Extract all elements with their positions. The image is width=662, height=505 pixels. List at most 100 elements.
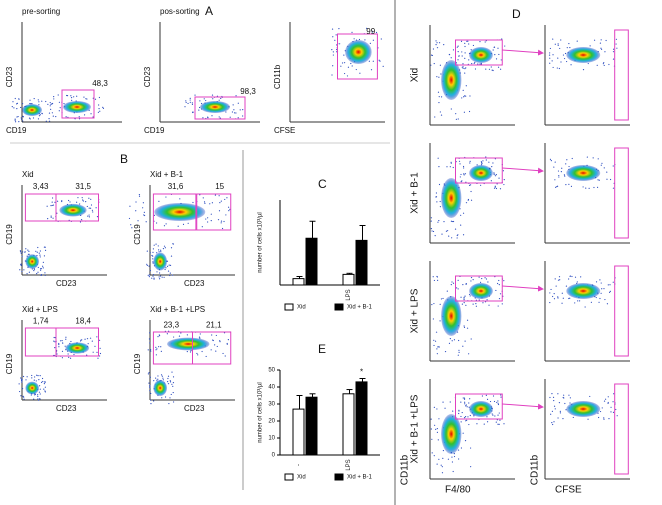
gate-value: 99 [366, 27, 375, 36]
event-dot [205, 99, 207, 102]
event-dot [334, 39, 336, 41]
event-dot [37, 246, 39, 249]
event-dot [463, 173, 465, 175]
event-dot [50, 215, 52, 217]
event-dot [86, 98, 88, 100]
y-axis-label: CD23 [5, 66, 14, 87]
event-dot [83, 96, 85, 98]
event-dot [612, 58, 615, 60]
event-dot [481, 163, 483, 165]
event-dot [465, 85, 467, 87]
event-dot [587, 418, 589, 420]
event-dot [606, 303, 609, 305]
event-dot [463, 96, 465, 98]
event-dot [18, 98, 20, 100]
event-dot [612, 51, 615, 53]
event-dot [433, 406, 435, 408]
event-dot [499, 419, 501, 421]
event-dot [462, 67, 464, 69]
x-axis-label: CFSE [274, 126, 295, 135]
event-dot [438, 166, 440, 168]
event-dot [82, 200, 85, 202]
y-axis-label: CD19 [133, 353, 142, 374]
event-dot [574, 302, 576, 304]
event-dot [34, 393, 36, 395]
event-dot [498, 412, 500, 414]
bar [305, 396, 318, 456]
event-dot [150, 392, 152, 395]
event-dot [597, 158, 599, 160]
event-dot [549, 47, 552, 50]
event-dot [31, 377, 33, 379]
event-dot [85, 201, 87, 203]
event-dot [56, 200, 59, 202]
event-dot [158, 249, 160, 251]
event-dot [484, 277, 486, 279]
event-dot [568, 165, 570, 168]
event-dot [442, 297, 444, 300]
density [566, 283, 601, 299]
gate [337, 33, 378, 80]
event-dot [16, 116, 18, 118]
event-dot [598, 301, 600, 303]
event-dot [571, 275, 573, 278]
event-dot [67, 199, 70, 202]
event-dot [457, 51, 459, 53]
event-dot [496, 401, 498, 404]
event-dot [464, 440, 467, 442]
event-dot [172, 401, 175, 403]
event-dot [446, 166, 448, 168]
event-dot [89, 337, 92, 339]
event-dot [201, 350, 203, 353]
event-dot [436, 463, 438, 465]
event-dot [331, 49, 333, 51]
event-dot [156, 222, 158, 224]
event-dot [469, 184, 472, 186]
event-dot [84, 338, 86, 340]
event-dot [150, 349, 152, 351]
density [22, 104, 42, 116]
event-dot [161, 375, 163, 377]
plot-title: Xid + B-1 [150, 170, 184, 179]
row-label: Xid [410, 68, 421, 82]
event-dot [435, 428, 437, 430]
event-dot [207, 221, 209, 223]
event-dot [432, 48, 435, 50]
event-dot [468, 353, 470, 355]
event-dot [436, 76, 438, 78]
event-dot [78, 116, 80, 118]
density [153, 252, 167, 271]
event-dot [88, 207, 90, 209]
x-axis-label: CD23 [184, 279, 205, 288]
event-dot [169, 397, 171, 399]
event-dot [42, 380, 44, 383]
event-dot [497, 414, 499, 416]
event-dot [431, 452, 433, 454]
event-dot [497, 66, 500, 68]
event-dot [88, 214, 90, 216]
event-dot [458, 160, 461, 162]
event-dot [488, 304, 490, 306]
event-dot [613, 393, 615, 395]
event-dot [438, 96, 440, 98]
event-dot [14, 119, 16, 121]
event-dot [343, 54, 345, 56]
event-dot [468, 184, 471, 187]
event-dot [155, 377, 157, 379]
event-dot [464, 57, 466, 59]
event-dot [92, 351, 94, 353]
event-dot [468, 402, 470, 404]
event-dot [603, 64, 605, 67]
event-dot [556, 67, 558, 69]
event-dot [152, 262, 154, 264]
event-dot [499, 188, 502, 190]
event-dot [447, 458, 450, 460]
event-dot [65, 338, 67, 340]
event-dot [149, 252, 151, 254]
event-dot [91, 340, 93, 342]
event-dot [436, 275, 438, 278]
event-dot [457, 45, 459, 47]
event-dot [563, 394, 565, 396]
event-dot [41, 100, 43, 102]
event-dot [51, 112, 53, 114]
